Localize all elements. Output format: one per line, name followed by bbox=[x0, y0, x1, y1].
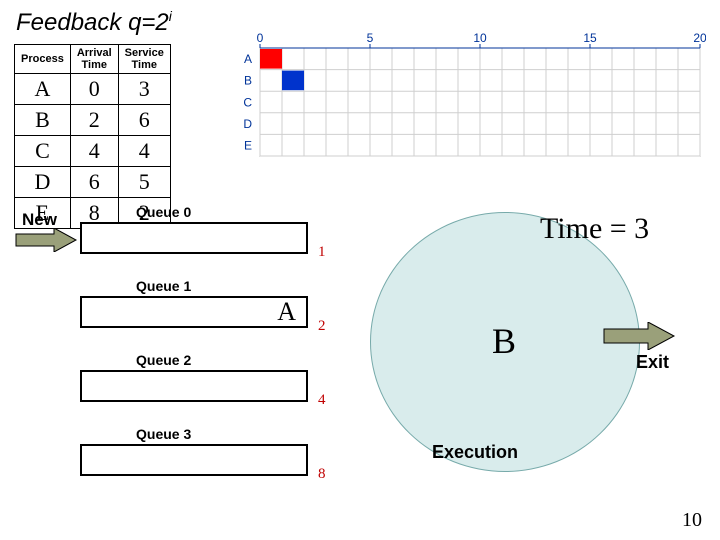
queue-box: A bbox=[80, 296, 308, 328]
new-arrow bbox=[14, 228, 78, 252]
svg-text:20: 20 bbox=[693, 31, 706, 45]
process-table: ProcessArrivalTimeServiceTime A03B26C44D… bbox=[14, 44, 171, 229]
title-exp: i bbox=[169, 8, 172, 24]
queue-label: Queue 0 bbox=[136, 204, 191, 220]
table-cell: 4 bbox=[70, 136, 118, 167]
svg-text:A: A bbox=[244, 52, 252, 66]
time-label: Time = 3 bbox=[540, 212, 649, 246]
table-cell: 5 bbox=[118, 167, 170, 198]
svg-text:15: 15 bbox=[583, 31, 597, 45]
queue-quantum: 8 bbox=[318, 466, 326, 483]
queue-label: Queue 3 bbox=[136, 426, 191, 442]
execution-process-letter: B bbox=[492, 320, 516, 362]
execution-label: Execution bbox=[432, 442, 518, 463]
table-cell: 0 bbox=[70, 74, 118, 105]
queue-box bbox=[80, 370, 308, 402]
queue-cell: A bbox=[277, 298, 302, 326]
table-header: Process bbox=[15, 45, 71, 74]
queue-label: Queue 1 bbox=[136, 278, 191, 294]
table-cell: C bbox=[15, 136, 71, 167]
svg-text:5: 5 bbox=[367, 31, 374, 45]
gantt-chart: 0 5 10 15 20 ABCDE bbox=[236, 30, 706, 160]
table-cell: 2 bbox=[70, 105, 118, 136]
table-cell: B bbox=[15, 105, 71, 136]
svg-text:E: E bbox=[244, 139, 252, 153]
title-text: Feedback q=2 bbox=[16, 9, 169, 36]
queue-quantum: 4 bbox=[318, 392, 326, 409]
table-cell: 3 bbox=[118, 74, 170, 105]
table-cell: 6 bbox=[70, 167, 118, 198]
svg-text:10: 10 bbox=[473, 31, 487, 45]
slide-title: Feedback q=2i bbox=[16, 8, 172, 37]
svg-text:D: D bbox=[243, 117, 252, 131]
queue-quantum: 1 bbox=[318, 244, 326, 261]
table-header: ArrivalTime bbox=[70, 45, 118, 74]
exit-label: Exit bbox=[636, 352, 669, 373]
exit-arrow bbox=[602, 322, 676, 350]
queue-box bbox=[80, 444, 308, 476]
table-cell: 4 bbox=[118, 136, 170, 167]
svg-text:B: B bbox=[244, 74, 252, 88]
table-cell: A bbox=[15, 74, 71, 105]
queue-quantum: 2 bbox=[318, 318, 326, 335]
table-header: ServiceTime bbox=[118, 45, 170, 74]
table-row: B26 bbox=[15, 105, 171, 136]
table-cell: D bbox=[15, 167, 71, 198]
table-cell: 6 bbox=[118, 105, 170, 136]
table-row: A03 bbox=[15, 74, 171, 105]
new-label: New bbox=[22, 210, 57, 230]
table-row: C44 bbox=[15, 136, 171, 167]
table-row: D65 bbox=[15, 167, 171, 198]
svg-text:C: C bbox=[243, 95, 252, 109]
svg-text:0: 0 bbox=[257, 31, 264, 45]
page-number: 10 bbox=[682, 509, 702, 532]
queue-label: Queue 2 bbox=[136, 352, 191, 368]
queue-box bbox=[80, 222, 308, 254]
